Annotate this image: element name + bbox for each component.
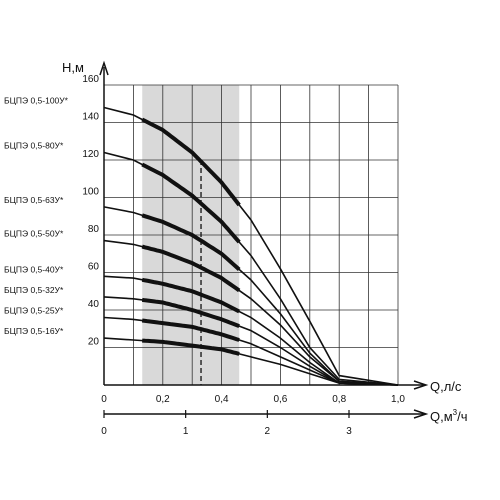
x2-tick-label: 1	[183, 426, 189, 437]
tick-labels-layer: 20 40 60 80 100 120 140 160 0 0,2 0,4 0,6 0,8 1,0 0 1 2 3	[82, 74, 405, 437]
y-tick-label: 20	[88, 337, 100, 348]
y-tick-label: 140	[82, 112, 99, 123]
pump-curve-working-zone	[141, 117, 241, 207]
curve-label: БЦПЭ 0,5-63У*	[4, 195, 64, 205]
y-tick-label: 40	[88, 299, 100, 310]
curve-label: БЦПЭ 0,5-50У*	[4, 229, 64, 239]
x-axis-arrow	[413, 380, 429, 390]
pump-curve-working-zone	[141, 244, 241, 293]
x-axis-title: Q,л/с	[430, 379, 462, 394]
x-tick-label: 0,2	[156, 394, 170, 405]
curves-layer	[103, 106, 399, 386]
x2-title-tail: /ч	[457, 409, 467, 424]
x2-axis-arrow	[413, 409, 429, 419]
pump-curve-working-zone	[141, 162, 241, 244]
y-axis-title: H,м	[62, 60, 84, 75]
pump-curve-working-zone	[141, 318, 240, 342]
axes-layer	[99, 60, 429, 419]
curve-label: БЦПЭ 0,5-25У*	[4, 306, 64, 316]
x-tick-label: 0,6	[273, 394, 287, 405]
x-axis-secondary-title: Q,м3/ч	[430, 408, 468, 424]
x2-tick-label: 2	[265, 426, 271, 437]
y-tick-label: 80	[88, 224, 100, 235]
pump-curve-working-zone	[142, 338, 240, 356]
x2-title-main: Q,м	[430, 409, 453, 424]
x2-tick-label: 0	[101, 426, 107, 437]
x-tick-label: 0	[101, 394, 107, 405]
x-tick-label: 0,4	[215, 394, 229, 405]
curve-label: БЦПЭ 0,5-80У*	[4, 141, 64, 151]
curve-label: БЦПЭ 0,5-32У*	[4, 285, 64, 295]
x-tick-label: 1,0	[391, 394, 405, 405]
x-tick-label: 0,8	[332, 394, 346, 405]
pump-curve-working-zone	[141, 277, 241, 314]
y-axis-arrow	[99, 60, 109, 76]
y-tick-label: 100	[82, 187, 99, 198]
curve-labels-layer: БЦПЭ 0,5-100У* БЦПЭ 0,5-80У* БЦПЭ 0,5-63У*…	[4, 96, 69, 337]
curve-label: БЦПЭ 0,5-16У*	[4, 326, 64, 336]
x2-title-sup: 3	[453, 408, 458, 417]
x2-tick-label: 3	[346, 426, 352, 437]
curve-label: БЦПЭ 0,5-100У*	[4, 96, 69, 106]
pump-curve-working-zone	[141, 297, 240, 328]
pump-curve-working-zone	[141, 213, 241, 271]
curve-label: БЦПЭ 0,5-40У*	[4, 264, 64, 274]
y-tick-label: 120	[82, 149, 99, 160]
y-tick-label: 160	[82, 74, 99, 85]
y-tick-label: 60	[88, 262, 100, 273]
